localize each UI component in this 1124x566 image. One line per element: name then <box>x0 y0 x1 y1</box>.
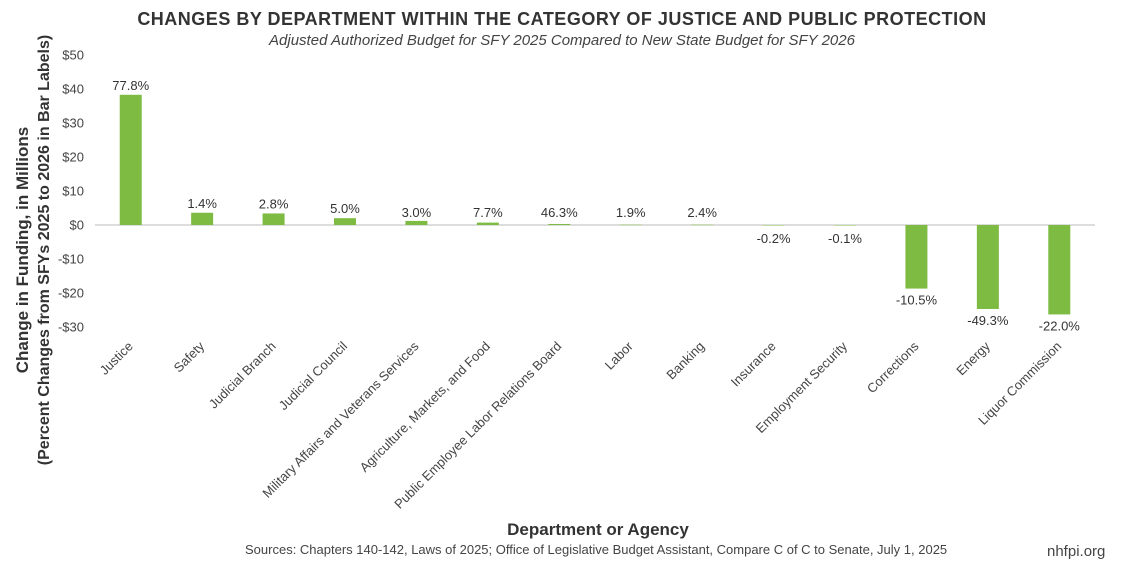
y-tick-label: $20 <box>62 150 84 165</box>
bar-value-label: 7.7% <box>473 205 503 220</box>
bar <box>476 222 499 225</box>
bar <box>834 225 856 226</box>
bar-value-label: 2.8% <box>259 196 289 211</box>
y-tick-label: $40 <box>62 82 84 97</box>
bar-value-label: -22.0% <box>1039 318 1081 333</box>
brand-url: nhfpi.org <box>1047 543 1106 560</box>
y-axis-sublabel: (Percent Changes from SFYs 2025 to 2026 … <box>36 35 53 465</box>
x-tick-label: Justice <box>97 339 136 378</box>
y-tick-label: $50 <box>62 48 84 63</box>
bar-value-label: 1.4% <box>187 196 217 211</box>
bar <box>691 224 714 226</box>
y-axis-label: Change in Funding, in Millions <box>13 127 32 373</box>
bar <box>119 94 142 225</box>
bar <box>262 213 285 225</box>
bar-value-label: -49.3% <box>967 313 1009 328</box>
x-tick-label: Judicial Council <box>276 338 351 413</box>
x-tick-label: Energy <box>953 338 993 378</box>
bar-value-label: 2.4% <box>687 205 717 220</box>
x-tick-label: Judicial Branch <box>206 339 279 412</box>
y-tick-label: $30 <box>62 116 84 131</box>
x-tick-label: Military Affairs and Veterans Services <box>259 338 422 501</box>
bar-value-label: 1.9% <box>616 205 646 220</box>
chart-subtitle: Adjusted Authorized Budget for SFY 2025 … <box>269 32 855 49</box>
x-axis-label: Department or Agency <box>507 520 689 539</box>
y-tick-label: $0 <box>70 218 84 233</box>
bar-value-label: -0.1% <box>828 231 862 246</box>
bar-value-label: 3.0% <box>402 205 432 220</box>
chart-title: CHANGES BY DEPARTMENT WITHIN THE CATEGOR… <box>137 9 987 29</box>
y-tick-label: $10 <box>62 184 84 199</box>
bar <box>548 223 571 225</box>
x-tick-label: Safety <box>171 338 208 375</box>
x-tick-label: Insurance <box>728 339 779 390</box>
bar-value-label: 77.8% <box>112 78 149 93</box>
y-tick-label: -$30 <box>58 320 84 335</box>
bar-value-label: 46.3% <box>541 205 578 220</box>
y-tick-label: -$10 <box>58 252 84 267</box>
x-tick-label: Banking <box>663 339 707 383</box>
bar <box>976 225 999 309</box>
bar <box>334 218 356 225</box>
x-tick-label: Public Employee Labor Relations Board <box>391 339 564 512</box>
bar <box>619 224 642 226</box>
sources-note: Sources: Chapters 140-142, Laws of 2025;… <box>245 542 948 557</box>
bar-value-label: -0.2% <box>757 231 791 246</box>
x-tick-label: Corrections <box>864 338 922 396</box>
bar <box>762 225 785 226</box>
x-tick-label: Labor <box>602 338 637 373</box>
bar <box>1048 225 1071 315</box>
bar-value-label: 5.0% <box>330 201 360 216</box>
bar <box>191 212 214 225</box>
bar <box>905 225 928 289</box>
x-tick-label: Agriculture, Markets, and Food <box>357 339 493 475</box>
bar <box>405 220 428 225</box>
y-tick-label: -$20 <box>58 286 84 301</box>
bar-value-label: -10.5% <box>896 293 938 308</box>
